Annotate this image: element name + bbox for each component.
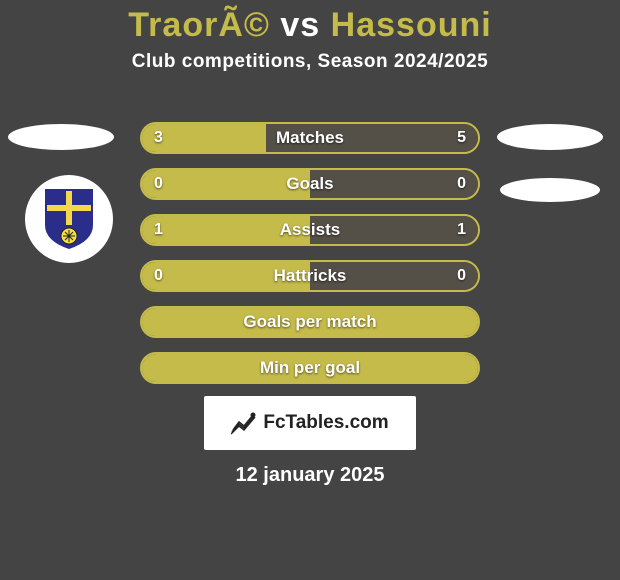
stats-bars: 35Matches 00Goals 11Assists 00Hattricks Goal…	[140, 122, 480, 398]
club-badge	[25, 175, 113, 263]
stat-row: Goals per match	[140, 306, 480, 338]
avatar-placeholder	[500, 178, 600, 202]
stat-row: Min per goal	[140, 352, 480, 384]
comparison-card: TraorÃ© vs Hassouni Club competitions, S…	[0, 0, 620, 580]
stat-label: Assists	[142, 220, 478, 240]
stat-row: 00Hattricks	[140, 260, 480, 292]
stat-row: 00Goals	[140, 168, 480, 200]
subtitle: Club competitions, Season 2024/2025	[0, 51, 620, 73]
stat-label: Goals per match	[142, 312, 478, 332]
avatar-placeholder	[497, 124, 603, 150]
brand-box[interactable]: FcTables.com	[204, 396, 416, 450]
stat-label: Matches	[142, 128, 478, 148]
shield-icon	[41, 187, 97, 251]
stat-label: Goals	[142, 174, 478, 194]
title: TraorÃ© vs Hassouni	[0, 6, 620, 45]
stat-row: 35Matches	[140, 122, 480, 154]
player-left-name: TraorÃ©	[128, 6, 270, 44]
stat-row: 11Assists	[140, 214, 480, 246]
stat-label: Hattricks	[142, 266, 478, 286]
brand-label: FcTables.com	[231, 410, 388, 436]
stat-label: Min per goal	[142, 358, 478, 378]
brand-logo-icon	[231, 410, 257, 436]
date-text: 12 january 2025	[0, 464, 620, 487]
player-right-name: Hassouni	[331, 6, 492, 44]
avatar-placeholder	[8, 124, 114, 150]
brand-text: FcTables.com	[263, 412, 388, 434]
vs-text: vs	[280, 6, 320, 44]
